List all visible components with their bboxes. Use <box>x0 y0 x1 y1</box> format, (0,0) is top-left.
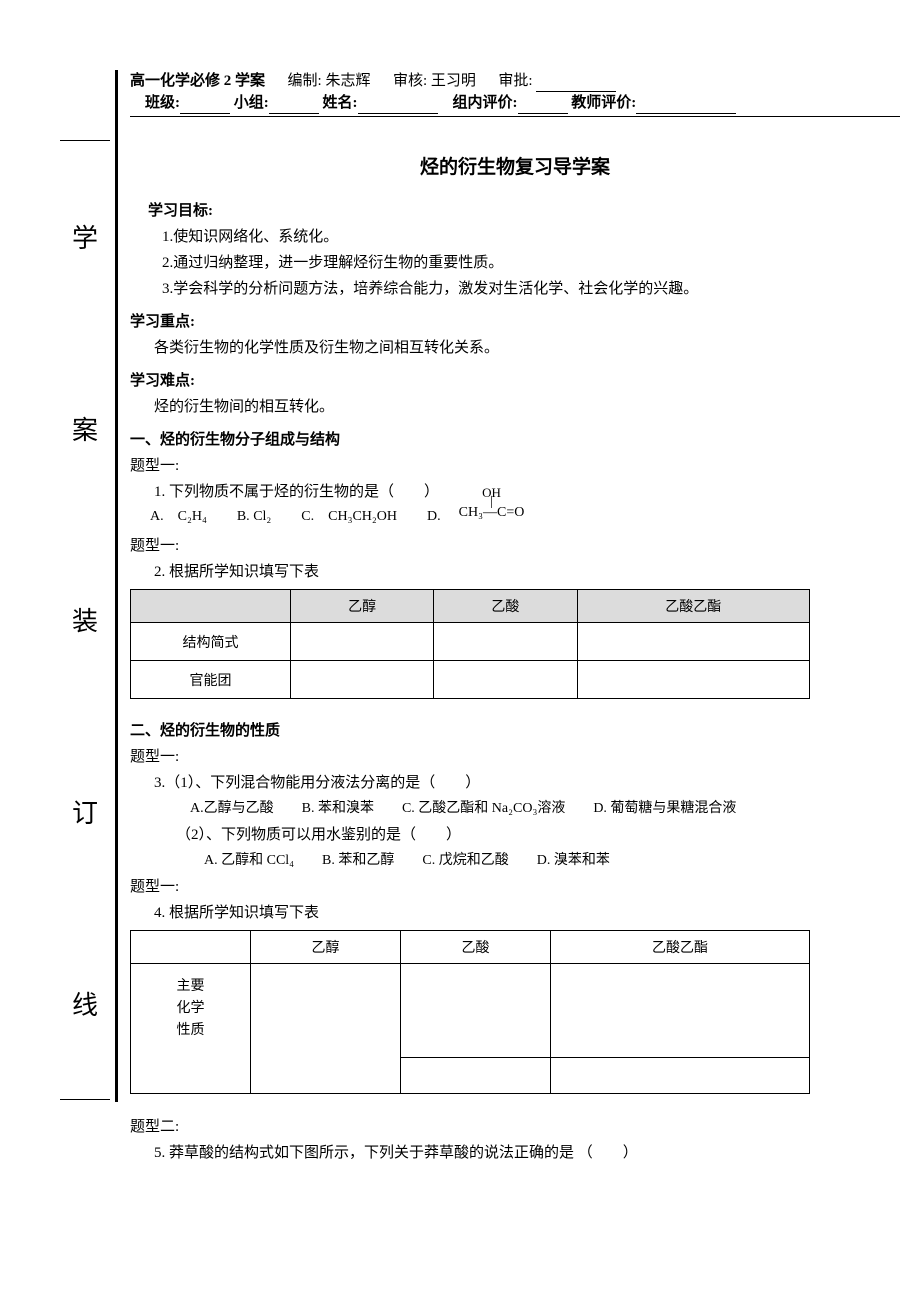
table-cell[interactable] <box>551 1058 810 1094</box>
q1-opt-a-label: A. <box>150 505 178 529</box>
goals-heading: 学习目标: <box>148 199 900 220</box>
q1-text: 1. 下列物质不属于烃的衍生物的是（ ） <box>154 479 439 505</box>
table-header-row: 乙醇 乙酸 乙酸乙酯 <box>131 931 810 964</box>
row-label-line: 性质 <box>177 1023 205 1038</box>
q1-opt-b-label: B. <box>237 505 250 529</box>
course-title: 高一化学必修 2 学案 <box>130 73 265 89</box>
difficulty-text: 烃的衍生物间的相互转化。 <box>154 394 900 420</box>
q3-2-options: A. 乙醇和 CCl₄ B. 苯和乙醇 C. 戊烷和乙酸 D. 溴苯和苯 <box>204 848 900 874</box>
table-header: 乙酸乙酯 <box>551 931 810 964</box>
inner-eval-label: 组内评价: <box>453 95 518 111</box>
q3-1-options: A.乙醇与乙酸 B. 苯和溴苯 C. 乙酸乙酯和 Na₂CO₃溶液 D. 葡萄糖… <box>190 796 900 822</box>
table-cell[interactable] <box>291 661 434 699</box>
sidebar-char: 案 <box>72 410 98 447</box>
table-header: 乙酸 <box>401 931 551 964</box>
goal-item: 3.学会科学的分析问题方法，培养综合能力，激发对生活化学、社会化学的兴趣。 <box>162 276 900 302</box>
table-cell[interactable] <box>577 623 809 661</box>
q1-opt-c-label: C. <box>301 505 328 529</box>
name-blank[interactable] <box>358 98 438 114</box>
teacher-eval-blank[interactable] <box>636 98 736 114</box>
row-label-line: 化学 <box>177 1001 205 1016</box>
question-type-label: 题型二: <box>130 1114 900 1140</box>
q2-text: 2. 根据所学知识填写下表 <box>154 559 900 585</box>
sidebar-char: 订 <box>72 793 98 830</box>
table-row: 结构简式 <box>131 623 810 661</box>
table-header: 乙醇 <box>251 931 401 964</box>
table-header-blank <box>131 590 291 623</box>
table-cell[interactable] <box>291 623 434 661</box>
section2-heading: 二、烃的衍生物的性质 <box>130 719 900 740</box>
table1: 乙醇 乙酸 乙酸乙酯 结构简式 官能团 <box>130 589 810 699</box>
goal-item: 2.通过归纳整理，进一步理解烃衍生物的重要性质。 <box>162 250 900 276</box>
q3-2-text: （2）、下列物质可以用水鉴别的是（ ） <box>176 822 900 848</box>
sidebar-char: 学 <box>72 218 98 255</box>
class-blank[interactable] <box>180 98 230 114</box>
row-label: 官能团 <box>131 661 291 699</box>
table-cell[interactable] <box>577 661 809 699</box>
sidebar-char: 线 <box>72 985 98 1022</box>
q5-text: 5. 莽草酸的结构式如下图所示，下列关于莽草酸的说法正确的是 （ ） <box>154 1140 900 1166</box>
table-header: 乙酸乙酯 <box>577 590 809 623</box>
compiled-by: 朱志辉 <box>325 73 370 89</box>
class-label: 班级: <box>145 95 180 111</box>
q3-1-text: 3.（1）、下列混合物能用分液法分离的是（ ） <box>154 770 900 796</box>
question-type-label: 题型一: <box>130 744 900 770</box>
table2: 乙醇 乙酸 乙酸乙酯 主要 化学 性质 <box>130 930 810 1094</box>
table-header-row: 乙醇 乙酸 乙酸乙酯 <box>131 590 810 623</box>
reviewed-by-label: 审核: <box>393 73 427 89</box>
table-cell[interactable] <box>551 964 810 1058</box>
section1-heading: 一、烃的衍生物分子组成与结构 <box>130 428 900 449</box>
q1-opt-a: C₂H₄ <box>178 505 207 529</box>
table-cell[interactable] <box>434 623 577 661</box>
row-label: 主要 化学 性质 <box>131 964 251 1094</box>
inner-eval-blank[interactable] <box>518 98 568 114</box>
group-label: 小组: <box>234 95 269 111</box>
compiled-by-label: 编制: <box>288 73 322 89</box>
vertical-divider <box>115 70 118 1102</box>
difficulty-heading: 学习难点: <box>130 369 900 390</box>
header-block: 高一化学必修 2 学案 编制: 朱志辉 审核: 王习明 审批: 班级: 小组: … <box>130 70 900 117</box>
goal-item: 1.使知识网络化、系统化。 <box>162 224 900 250</box>
content-area: 高一化学必修 2 学案 编制: 朱志辉 审核: 王习明 审批: 班级: 小组: … <box>130 70 900 1166</box>
q1-opt-c: CH₃CH₂OH <box>328 505 397 529</box>
table-row: 官能团 <box>131 661 810 699</box>
name-label: 姓名: <box>323 95 358 111</box>
group-blank[interactable] <box>269 98 319 114</box>
row-label: 结构简式 <box>131 623 291 661</box>
q1-opt-d-structure: OH │ CH₃—C=O <box>459 487 525 519</box>
binding-sidebar: 学 案 装 订 线 <box>60 140 110 1100</box>
approved-label: 审批: <box>498 73 532 89</box>
table-header-blank <box>131 931 251 964</box>
table-header: 乙酸 <box>434 590 577 623</box>
q1-opt-b: Cl₂ <box>253 505 271 529</box>
reviewed-by: 王习明 <box>431 73 476 89</box>
table-header: 乙醇 <box>291 590 434 623</box>
focus-text: 各类衍生物的化学性质及衍生物之间相互转化关系。 <box>154 335 900 361</box>
approved-blank[interactable] <box>536 76 616 92</box>
row-label-line: 主要 <box>177 979 205 994</box>
focus-heading: 学习重点: <box>130 310 900 331</box>
question-type-label: 题型一: <box>130 874 900 900</box>
question-type-label: 题型一: <box>130 453 900 479</box>
teacher-eval-label: 教师评价: <box>571 95 636 111</box>
page-title: 烃的衍生物复习导学案 <box>130 152 900 179</box>
q4-text: 4. 根据所学知识填写下表 <box>154 900 900 926</box>
table-cell[interactable] <box>401 964 551 1058</box>
table-cell[interactable] <box>251 964 401 1094</box>
table-cell[interactable] <box>434 661 577 699</box>
q1-opt-d-label: D. <box>427 505 455 529</box>
chem-bot: CH₃—C=O <box>459 507 525 519</box>
table-cell[interactable] <box>401 1058 551 1094</box>
question-type-label: 题型一: <box>130 533 900 559</box>
sidebar-char: 装 <box>72 601 98 638</box>
